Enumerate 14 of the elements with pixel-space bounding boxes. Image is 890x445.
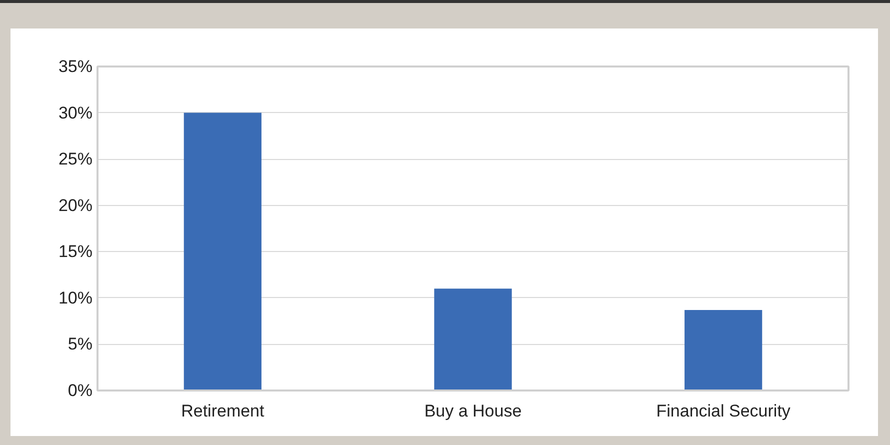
x-tick-label: Financial Security <box>656 402 791 420</box>
y-tick-label: 20% <box>58 196 93 215</box>
y-tick-label: 35% <box>58 57 93 76</box>
y-tick-label: 25% <box>58 150 93 169</box>
y-tick-label: 15% <box>58 242 93 262</box>
y-tick-label: 10% <box>58 288 93 308</box>
bar <box>434 288 512 390</box>
y-tick-label: 30% <box>58 103 93 122</box>
bar <box>184 112 262 390</box>
y-tick-label: 0% <box>68 381 93 400</box>
y-tick-label: 5% <box>68 334 93 354</box>
x-tick-label: Retirement <box>181 402 265 420</box>
x-tick-label: Buy a House <box>424 402 522 420</box>
bar <box>684 310 762 390</box>
